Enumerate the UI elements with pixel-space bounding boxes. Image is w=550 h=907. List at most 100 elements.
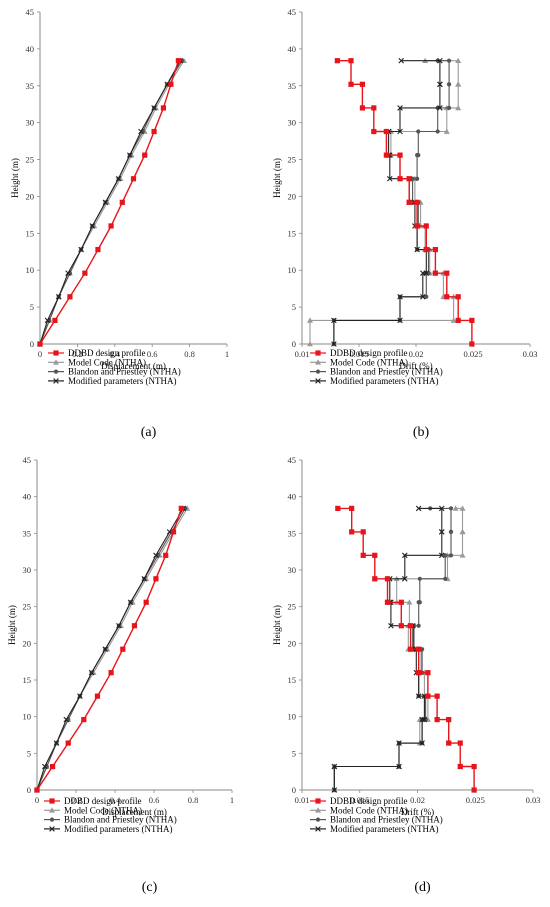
data-point: [397, 128, 403, 135]
data-point: [432, 270, 438, 276]
data-point: [141, 576, 148, 582]
x-tick-label: 0.4: [109, 349, 120, 359]
data-point: [55, 293, 62, 300]
data-point: [397, 105, 403, 111]
y-tick-label: 25: [288, 155, 297, 165]
chart-1: 0 5 10 15 20 25 30 35 40 45 0.01 0.015 0.02 0.025 0.03…: [272, 7, 537, 440]
data-point: [127, 599, 134, 606]
y-tick-label: 45: [26, 7, 35, 17]
y-tick-label: 0: [27, 785, 31, 795]
data-point: [331, 341, 337, 347]
y-tick-label: 45: [288, 7, 297, 17]
legend-marker: [315, 817, 321, 822]
data-point: [450, 317, 457, 323]
data-point: [419, 740, 425, 746]
legend-marker: [49, 798, 55, 804]
data-point: [119, 199, 125, 205]
data-point: [360, 529, 366, 535]
series-line: [36, 508, 184, 791]
y-axis-title: Height (m): [272, 158, 282, 198]
legend-label: Modified parameters (NTHA): [330, 824, 438, 834]
data-point: [407, 646, 414, 652]
series-line: [39, 60, 181, 345]
y-tick-label: 5: [30, 302, 34, 312]
data-point: [416, 129, 421, 134]
x-tick-label: 0.2: [72, 349, 83, 359]
y-tick-label: 30: [288, 565, 297, 575]
data-point: [459, 505, 466, 511]
data-point: [455, 317, 461, 323]
data-point: [414, 246, 420, 253]
series-0: [34, 505, 184, 793]
y-tick-label: 20: [23, 638, 32, 648]
data-point: [446, 82, 452, 87]
series-0: [334, 58, 475, 347]
series-line: [36, 508, 188, 791]
chart-2: 0 5 10 15 20 25 30 35 40 45 0 0.2 0.4 0.6 0.8 1 Displace…: [7, 455, 234, 895]
data-point: [65, 740, 71, 746]
legend-marker: [315, 807, 321, 813]
y-tick-label: 40: [26, 44, 35, 54]
data-point: [334, 58, 340, 64]
data-point: [89, 223, 96, 229]
data-point: [388, 622, 394, 629]
y-tick-label: 45: [288, 455, 297, 465]
series-1: [306, 57, 462, 347]
data-point: [424, 294, 429, 299]
data-point: [67, 294, 73, 300]
series-1: [331, 505, 466, 793]
panel-label: (b): [413, 425, 430, 440]
data-point: [383, 128, 389, 135]
data-point: [151, 105, 157, 111]
data-point: [331, 317, 337, 324]
data-point: [443, 553, 448, 558]
legend-label: Modified parameters (NTHA): [330, 376, 438, 386]
data-point: [349, 529, 355, 535]
y-tick-label: 15: [26, 228, 35, 238]
x-tick-label: 1: [225, 349, 229, 359]
data-point: [331, 787, 338, 793]
data-point: [420, 293, 426, 300]
data-point: [398, 599, 404, 605]
y-tick-label: 30: [26, 118, 35, 128]
data-point: [397, 293, 403, 300]
series-line: [333, 507, 464, 790]
legend-marker: [53, 369, 59, 374]
data-point: [425, 670, 431, 676]
data-point: [415, 176, 420, 181]
data-point: [402, 576, 408, 582]
data-point: [455, 57, 462, 63]
data-point: [446, 740, 452, 746]
data-point: [77, 693, 83, 699]
panel-label: (d): [414, 880, 431, 895]
data-point: [448, 529, 454, 534]
data-point: [44, 317, 51, 324]
panel-label: (c): [142, 880, 158, 895]
x-tick-label: 0: [35, 795, 39, 805]
data-point: [415, 693, 422, 699]
data-point: [446, 717, 452, 723]
data-point: [360, 552, 366, 558]
data-point: [396, 740, 402, 746]
legend-label: Blandon and Priestley (NTHA): [68, 367, 181, 377]
data-point: [151, 128, 157, 135]
data-point: [414, 199, 420, 205]
x-tick-label: 0.03: [523, 349, 538, 359]
data-point: [120, 646, 126, 652]
series-0: [37, 58, 181, 347]
data-point: [434, 693, 440, 699]
data-point: [434, 717, 440, 723]
y-tick-label: 35: [288, 528, 297, 538]
data-point: [331, 763, 338, 770]
data-point: [81, 717, 87, 723]
legend-label: Model Code (NTHA): [330, 805, 408, 815]
data-point: [65, 270, 71, 276]
data-point: [406, 199, 412, 205]
x-tick-label: 0.03: [526, 795, 541, 805]
y-tick-label: 20: [26, 191, 35, 201]
data-point: [142, 152, 148, 158]
data-point: [63, 716, 70, 723]
data-point: [359, 81, 366, 87]
data-point: [397, 317, 403, 324]
data-point: [423, 223, 429, 229]
